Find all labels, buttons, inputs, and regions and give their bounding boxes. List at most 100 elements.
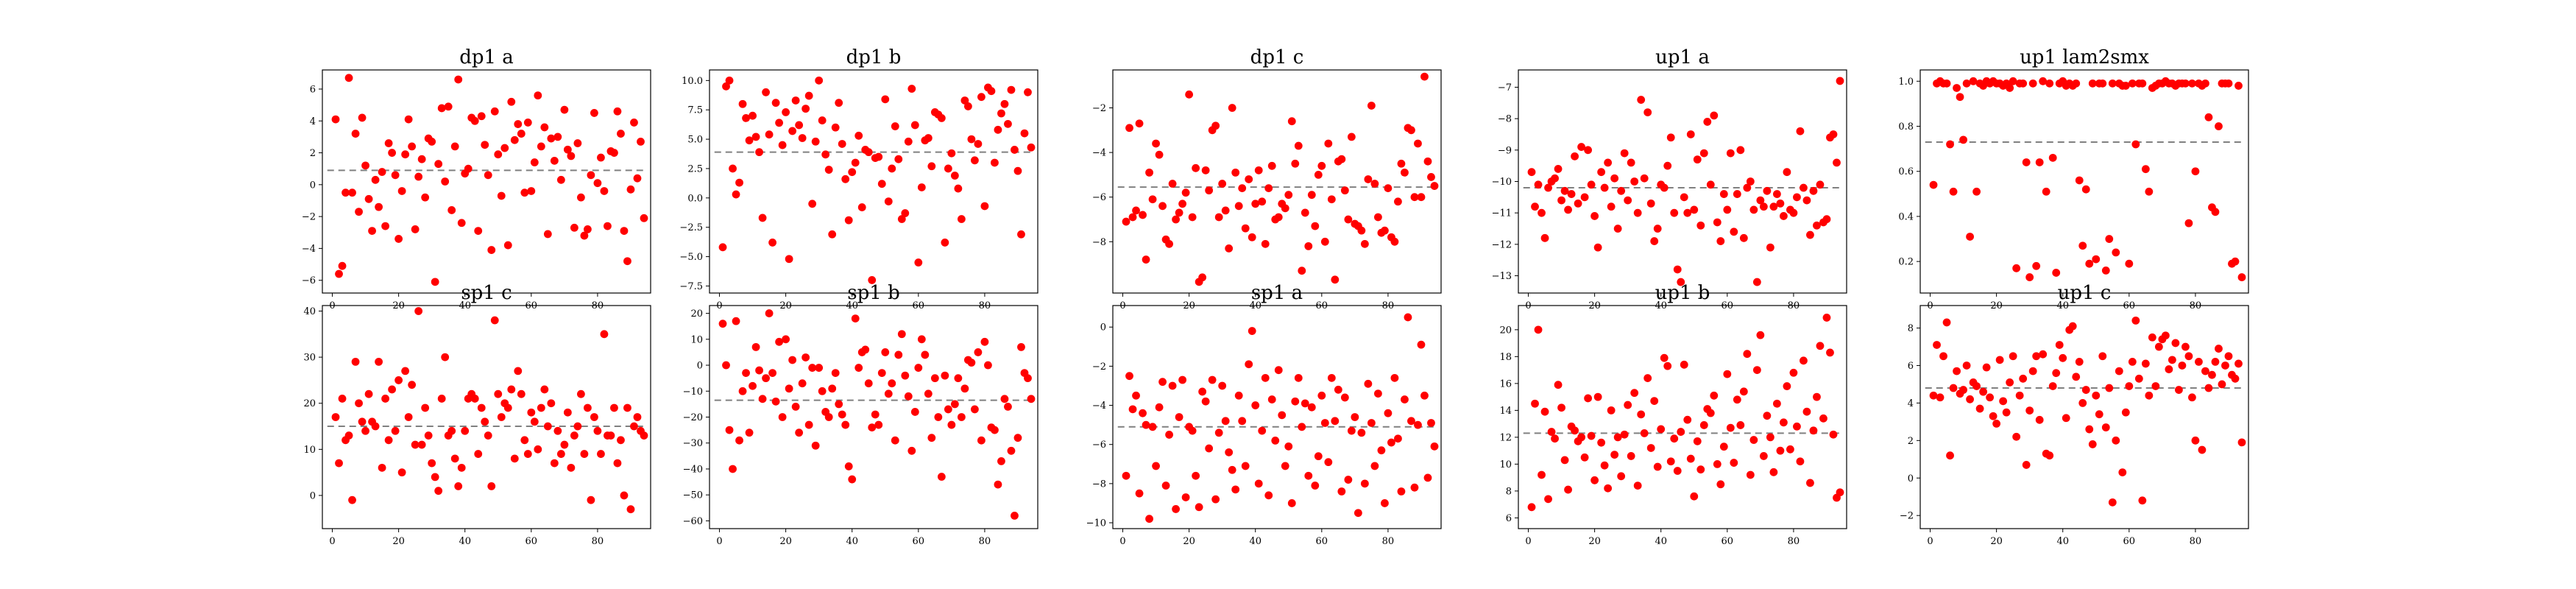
data-point (537, 142, 545, 151)
data-point (2128, 79, 2137, 88)
data-point (1670, 208, 1679, 217)
data-point (1809, 186, 1818, 195)
data-point (735, 178, 743, 187)
data-point (1554, 165, 1563, 173)
data-point (1743, 350, 1752, 359)
data-point (997, 456, 1005, 465)
data-point (1370, 180, 1379, 188)
data-point (1000, 99, 1009, 108)
data-point (1540, 233, 1549, 242)
data-point (547, 134, 556, 143)
data-point (388, 385, 397, 394)
data-point (1394, 197, 1402, 206)
data-point (590, 109, 598, 117)
data-point (1540, 407, 1549, 416)
data-point (1214, 213, 1223, 222)
data-point (461, 426, 470, 435)
data-point (1746, 177, 1755, 186)
plot-frame (1112, 69, 1442, 294)
data-point (1201, 166, 1210, 174)
data-point (2165, 365, 2173, 373)
subplot-title: up1 lam2smx (2020, 46, 2149, 68)
data-point (1381, 499, 1389, 507)
data-point (584, 403, 592, 412)
data-point (1013, 434, 1022, 442)
data-point (921, 350, 930, 359)
data-point (1564, 485, 1572, 494)
data-point (785, 384, 793, 393)
data-point (1590, 476, 1599, 484)
data-point (2138, 496, 2147, 505)
data-point (1809, 426, 1818, 435)
data-point (1703, 118, 1712, 126)
data-point (1759, 202, 1768, 211)
data-point (994, 125, 1002, 134)
data-point (1017, 230, 1025, 239)
data-point (1713, 459, 1722, 468)
data-point (1829, 430, 1838, 439)
data-point (335, 459, 343, 468)
data-point (1195, 503, 1203, 512)
data-point (1995, 356, 2004, 364)
data-point (722, 361, 730, 370)
data-point (1139, 409, 1147, 417)
data-point (2098, 352, 2107, 361)
data-point (1560, 456, 1569, 465)
data-point (1004, 403, 1012, 411)
data-point (2019, 79, 2028, 88)
data-point (1723, 205, 1732, 214)
data-point (384, 139, 393, 147)
data-point (1650, 397, 1659, 405)
data-point (1351, 413, 1359, 421)
data-point (1534, 180, 1543, 189)
data-point (1736, 146, 1745, 155)
data-point (1281, 204, 1289, 213)
data-point (1231, 168, 1240, 177)
data-point (417, 440, 426, 449)
data-point (831, 369, 840, 378)
data-point (1551, 434, 1559, 443)
data-point (401, 367, 410, 375)
data-point (802, 105, 810, 113)
data-point (944, 164, 952, 173)
data-point (1527, 503, 1536, 512)
data-point (1633, 482, 1642, 490)
data-point (1013, 166, 1022, 175)
data-point (762, 88, 770, 96)
data-point (1953, 367, 1961, 375)
data-point (1660, 183, 1669, 192)
data-point (725, 76, 734, 85)
data-point (1949, 187, 1958, 196)
data-point (348, 495, 356, 504)
data-point (1307, 403, 1316, 412)
data-point (1125, 124, 1133, 133)
data-point (331, 413, 340, 421)
data-point (2211, 208, 2220, 216)
data-point (1736, 421, 1745, 429)
data-point (1340, 393, 1349, 402)
data-point (844, 462, 853, 470)
data-point (1580, 453, 1589, 462)
data-point (718, 243, 727, 252)
data-point (514, 120, 523, 128)
data-point (1577, 143, 1585, 151)
data-point (1959, 135, 1967, 144)
data-point (1833, 158, 1841, 167)
data-point (1800, 183, 1808, 192)
data-point (1407, 126, 1415, 135)
y-tick-label: −20 (683, 412, 703, 423)
data-point (1793, 422, 1801, 431)
data-point (487, 482, 496, 490)
data-point (1706, 180, 1715, 189)
data-point (1427, 419, 1435, 427)
data-point (1158, 202, 1167, 211)
data-point (1390, 373, 1399, 382)
data-point (1311, 482, 1320, 490)
data-point (1221, 206, 1230, 215)
data-point (2211, 357, 2220, 366)
data-point (368, 227, 376, 235)
data-point (1752, 278, 1761, 286)
data-point (1584, 146, 1593, 155)
data-point (1148, 423, 1157, 431)
subplot-title: dp1 b (846, 46, 902, 68)
